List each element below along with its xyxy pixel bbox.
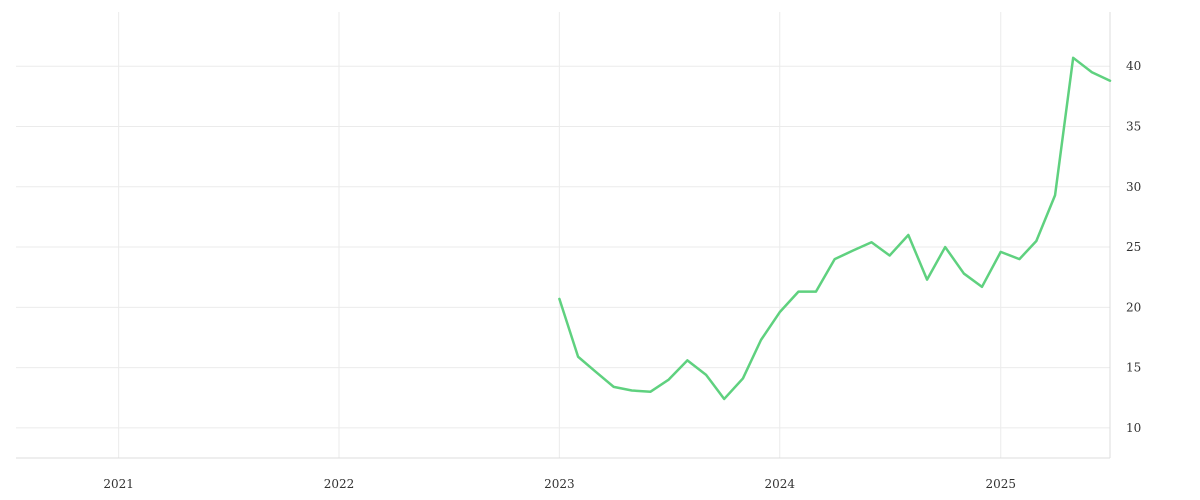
x-tick-label: 2022 (324, 477, 355, 491)
plot-frame (16, 12, 1111, 459)
y-tick-label: 15 (1126, 361, 1141, 375)
series-layer (558, 56, 1112, 401)
series-line (558, 56, 1112, 401)
x-tick-label: 2025 (985, 477, 1016, 491)
x-tick-label: 2021 (103, 477, 134, 491)
y-tick-label: 20 (1126, 300, 1141, 314)
y-gridlines (16, 65, 1110, 429)
y-tick-label: 40 (1126, 59, 1141, 73)
y-tick-label: 25 (1126, 240, 1141, 254)
y-tick-label: 10 (1126, 421, 1141, 435)
x-tick-labels: 2021 2022 2023 2024 2025 (103, 477, 1016, 491)
y-tick-labels: 10 15 20 25 30 35 40 (1126, 59, 1141, 435)
x-tick-label: 2024 (764, 477, 795, 491)
x-tick-label: 2023 (544, 477, 575, 491)
y-tick-label: 30 (1126, 180, 1141, 194)
x-gridlines (118, 12, 1002, 458)
y-tick-label: 35 (1126, 120, 1141, 134)
